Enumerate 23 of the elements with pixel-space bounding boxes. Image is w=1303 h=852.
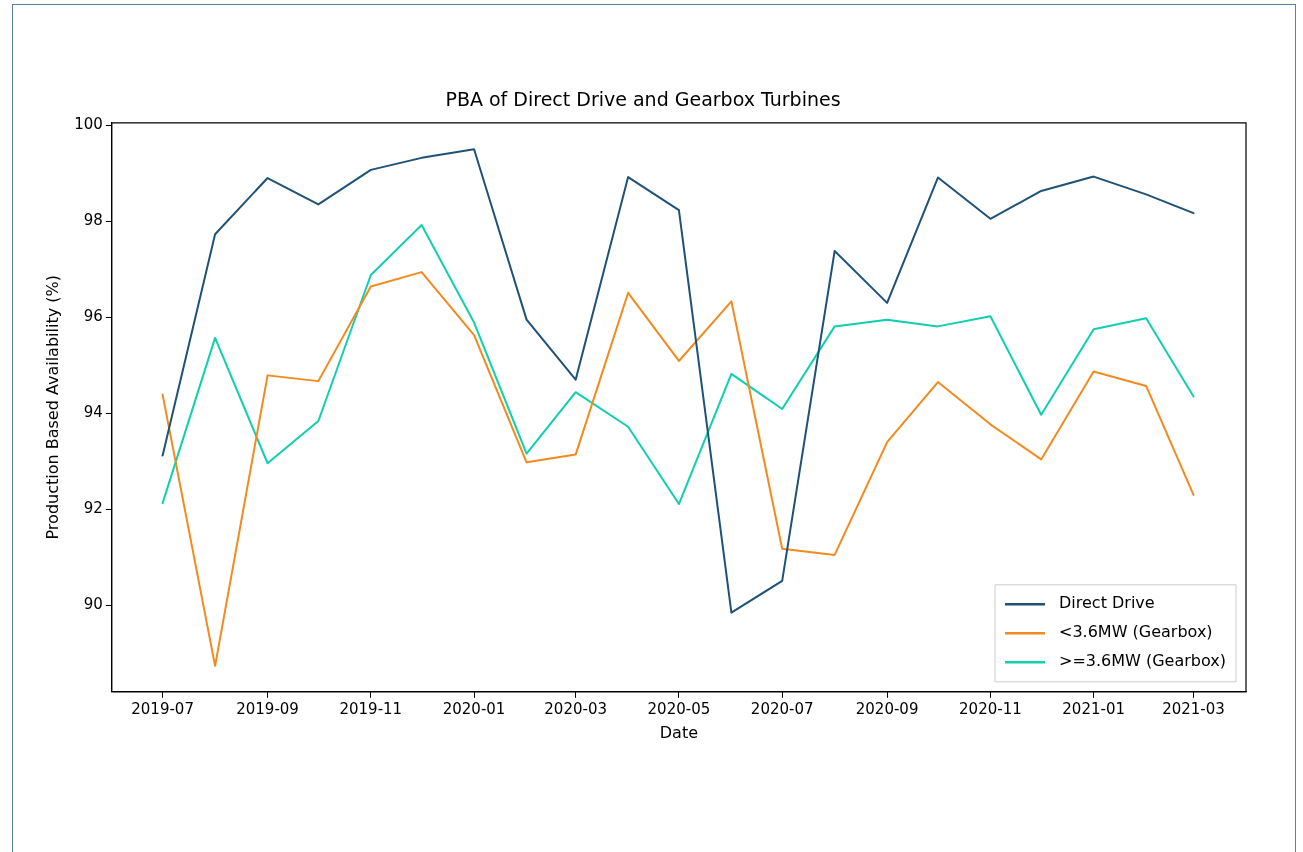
legend-label: <3.6MW (Gearbox) [1059,622,1213,642]
x-axis-title: Date [659,722,699,742]
x-tick-label: 2021-03 [1162,699,1225,718]
x-tick-label: 2020-03 [544,699,607,718]
y-tick-label: 100 [74,115,103,134]
x-tick-label: 2019-09 [236,699,299,718]
y-axis-title: Production Based Availability (%) [42,275,62,540]
y-tick-label: 98 [83,211,103,230]
x-tick-label: 2020-09 [855,699,919,718]
chart-title: PBA of Direct Drive and Gearbox Turbines [445,88,841,111]
x-tick-label: 2019-07 [131,699,194,718]
legend-label: >=3.6MW (Gearbox) [1059,651,1226,671]
x-tick-label: 2019-11 [339,699,403,718]
y-tick-label: 90 [83,595,103,614]
x-tick-label: 2020-11 [959,699,1022,718]
x-tick-label: 2020-05 [647,699,711,718]
x-tick-label: 2020-07 [750,699,814,718]
y-tick-label: 92 [83,499,103,518]
x-tick-label: 2020-01 [442,699,506,718]
x-tick-label: 2021-01 [1062,699,1125,718]
y-tick-label: 96 [83,307,103,326]
y-tick-label: 94 [83,403,103,422]
legend-label: Direct Drive [1059,593,1155,613]
